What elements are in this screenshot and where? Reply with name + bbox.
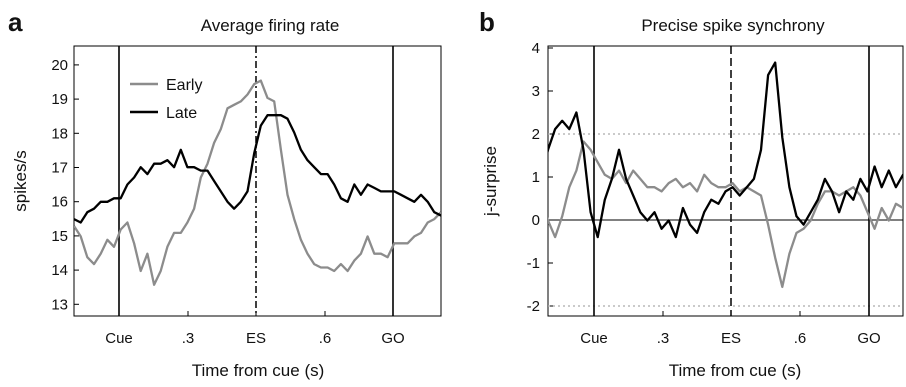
panel-a-ylabel: spikes/s [11, 150, 30, 211]
panel-b-y-axis: -2 -1 0 1 2 3 4 [527, 40, 553, 315]
panel-a-legend: Early Late [130, 77, 202, 122]
panel-b-ylabel: j-surprise [481, 146, 500, 217]
x-tick-label: ES [721, 330, 741, 347]
x-tick-label: ES [246, 330, 266, 347]
x-tick-label: .6 [794, 330, 807, 347]
y-tick-label: 1 [532, 169, 540, 186]
x-tick-label: Cue [580, 330, 608, 347]
y-tick-label: 15 [51, 228, 68, 245]
panel-b-xlabel: Time from cue (s) [669, 361, 802, 380]
y-tick-label: 20 [51, 57, 68, 74]
y-tick-label: 17 [51, 160, 68, 177]
series-line-early [548, 140, 903, 289]
panel-b-frame [547, 45, 904, 317]
y-tick-label: 16 [51, 194, 68, 211]
x-tick-label: .3 [182, 330, 195, 347]
y-tick-label: 4 [532, 40, 540, 57]
legend-label-early: Early [166, 77, 202, 94]
x-tick-label: .3 [657, 330, 670, 347]
panel-a-frame [73, 45, 442, 317]
panel-a-title: Average firing rate [201, 16, 340, 35]
panel-letter-b: b [479, 7, 495, 37]
x-tick-label: GO [857, 330, 880, 347]
panel-letter-a: a [8, 7, 23, 37]
panel-a-series [74, 79, 441, 286]
x-tick-label: GO [381, 330, 404, 347]
y-tick-label: 19 [51, 91, 68, 108]
y-tick-label: 3 [532, 83, 540, 100]
panel-a-y-axis: 13 14 15 16 17 18 19 20 [51, 57, 79, 313]
panel-b-series [548, 61, 903, 289]
panel-b-title: Precise spike synchrony [641, 16, 825, 35]
legend-label-late: Late [166, 105, 197, 122]
y-tick-label: -1 [527, 255, 540, 272]
x-tick-label: .6 [319, 330, 332, 347]
y-tick-label: 18 [51, 125, 68, 142]
y-tick-label: -2 [527, 298, 540, 315]
series-line-late [548, 61, 903, 239]
series-line-early [74, 79, 441, 286]
y-tick-label: 2 [532, 126, 540, 143]
x-tick-label: Cue [105, 330, 133, 347]
series-line-late [74, 114, 441, 224]
panel-a-xlabel: Time from cue (s) [192, 361, 325, 380]
panel-a: a Average firing rate 13 14 15 16 17 18 … [8, 7, 442, 380]
panel-b-x-axis: Cue .3 ES .6 GO [580, 311, 881, 347]
y-tick-label: 14 [51, 262, 68, 279]
panel-b: b Precise spike synchrony -2 -1 0 1 2 3 … [479, 7, 904, 380]
y-tick-label: 0 [532, 212, 540, 229]
y-tick-label: 13 [51, 296, 68, 313]
